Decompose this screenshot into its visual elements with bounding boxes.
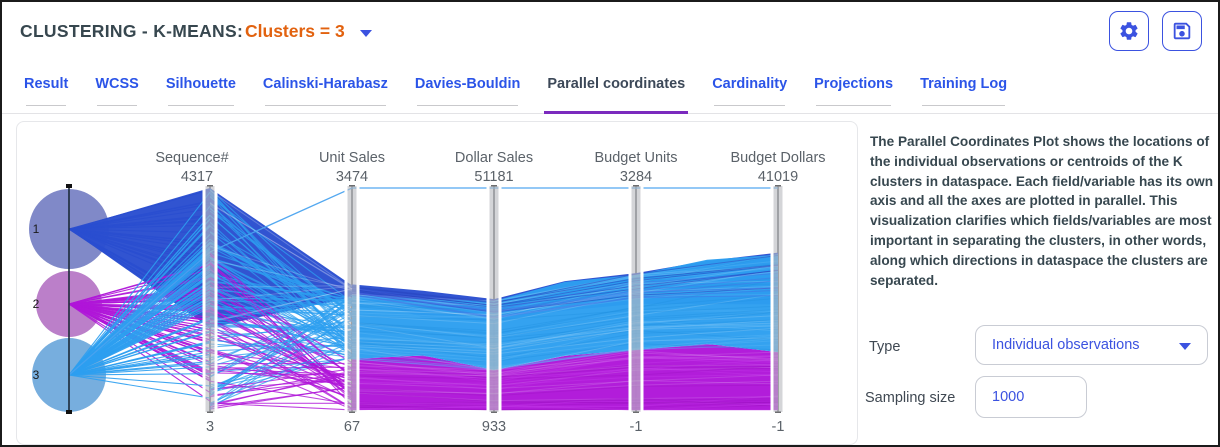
side-panel: The Parallel Coordinates Plot shows the … [859, 115, 1218, 445]
clusters-dropdown-value: Clusters = 3 [245, 21, 345, 41]
tab-parallel-coordinates[interactable]: Parallel coordinates [544, 76, 689, 114]
header-bar: CLUSTERING - K-MEANS: Clusters = 3 [2, 2, 1218, 62]
chevron-down-icon [359, 29, 372, 37]
gear-icon [1120, 22, 1138, 40]
svg-text:Budget Units: Budget Units [594, 150, 677, 166]
tab-calinski-harabasz[interactable]: Calinski-Harabasz [263, 76, 388, 114]
svg-text:3474: 3474 [336, 169, 368, 185]
svg-text:3: 3 [33, 368, 40, 382]
axis-brush-rail [631, 186, 641, 412]
plot-card: 1 2 3 Sequence# 4317 3 Unit Sales 3474 67 Dollar … [16, 121, 858, 445]
svg-text:933: 933 [482, 419, 506, 435]
svg-text:67: 67 [344, 419, 360, 435]
sampling-size-input[interactable] [975, 376, 1087, 418]
svg-text:41019: 41019 [758, 169, 798, 185]
parallel-coordinates-plot[interactable]: 1 2 3 Sequence# 4317 3 Unit Sales 3474 67 Dollar … [17, 122, 857, 444]
settings-button[interactable] [1109, 11, 1149, 51]
tab-label: Result [24, 76, 69, 92]
axis-brush-rail [489, 186, 499, 412]
type-select-value: Individual observations [992, 337, 1140, 353]
tab-label: Cardinality [712, 76, 788, 92]
svg-text:-1: -1 [630, 419, 643, 435]
tab-label: Davies-Bouldin [414, 76, 521, 92]
type-select[interactable]: Individual observations [975, 325, 1208, 365]
save-icon [1173, 22, 1191, 40]
svg-text:Budget Dollars: Budget Dollars [730, 150, 825, 166]
svg-text:4317: 4317 [181, 169, 213, 185]
axis-labels: 1 2 3 Sequence# 4317 3 Unit Sales 3474 67 Dollar … [33, 150, 826, 435]
tab-bar: Result WCSS Silhouette Calinski-Harabasz Dav… [2, 62, 1218, 114]
type-label: Type [869, 339, 901, 355]
tab-label: Calinski-Harabasz [262, 76, 388, 92]
axis-brush-rail [205, 186, 215, 412]
axis-brush-rail [773, 186, 783, 412]
tab-cardinality[interactable]: Cardinality [712, 76, 787, 114]
svg-text:Sequence#: Sequence# [155, 150, 228, 166]
svg-text:3: 3 [206, 419, 214, 435]
chevron-down-icon [1179, 343, 1191, 350]
axis-brush-rails[interactable] [202, 182, 786, 416]
tab-davies-bouldin[interactable]: Davies-Bouldin [414, 76, 521, 114]
save-button[interactable] [1162, 11, 1202, 51]
tab-label: Training Log [920, 76, 1008, 92]
page-title: CLUSTERING - K-MEANS: [20, 21, 244, 41]
clusters-dropdown[interactable]: Clusters = 3 [245, 21, 372, 42]
tab-label: Silhouette [165, 76, 236, 92]
tab-training-log[interactable]: Training Log [920, 76, 1007, 114]
tab-silhouette[interactable]: Silhouette [166, 76, 236, 114]
svg-text:51181: 51181 [474, 169, 513, 185]
svg-text:-1: -1 [772, 419, 785, 435]
svg-text:3284: 3284 [620, 169, 652, 185]
svg-text:Dollar Sales: Dollar Sales [455, 150, 533, 166]
plot-description: The Parallel Coordinates Plot shows the … [870, 134, 1213, 288]
tab-wcss[interactable]: WCSS [95, 76, 139, 114]
tab-label: Projections [814, 76, 894, 92]
tab-label: WCSS [95, 76, 139, 92]
svg-text:1: 1 [33, 222, 40, 236]
svg-text:Unit Sales: Unit Sales [319, 150, 385, 166]
svg-text:2: 2 [33, 297, 40, 311]
plot-lines [29, 184, 781, 414]
axis-brush-rail [347, 186, 357, 412]
sampling-size-label: Sampling size [865, 390, 956, 406]
tab-projections[interactable]: Projections [814, 76, 893, 114]
tab-result[interactable]: Result [24, 76, 68, 114]
tab-label: Parallel coordinates [547, 76, 686, 92]
